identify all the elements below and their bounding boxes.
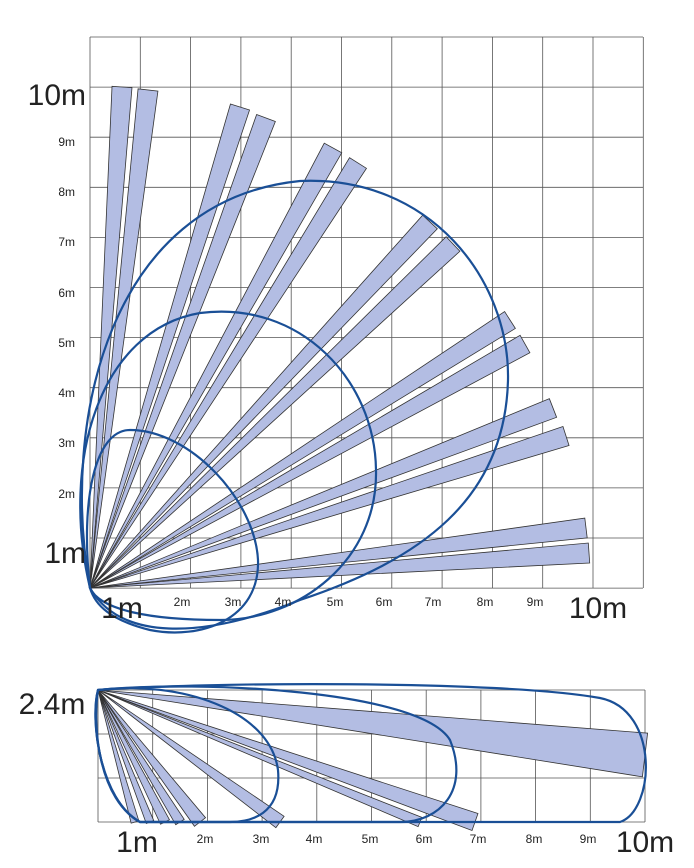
top-loops	[79, 179, 510, 634]
y-label: 8m	[58, 185, 75, 199]
x-label: 1m	[101, 592, 143, 625]
beam	[89, 334, 531, 589]
beam	[89, 425, 570, 589]
beam	[89, 113, 276, 589]
side-x-label: 3m	[253, 832, 270, 846]
beam	[89, 142, 343, 589]
side-x-label: 1m	[116, 826, 158, 859]
beam	[89, 157, 368, 589]
side-x-label: 4m	[306, 832, 323, 846]
y-label: 9m	[58, 135, 75, 149]
beam	[89, 517, 588, 589]
x-label: 7m	[425, 595, 442, 609]
beam	[89, 236, 461, 589]
y-label: 3m	[58, 436, 75, 450]
y-label: 4m	[58, 386, 75, 400]
beam	[89, 103, 251, 589]
y-label: 7m	[58, 235, 75, 249]
beam	[89, 88, 159, 589]
beam	[89, 398, 558, 589]
x-label: 10m	[569, 592, 627, 625]
side-x-label: 9m	[580, 832, 597, 846]
x-label: 6m	[376, 595, 393, 609]
top-beams	[89, 85, 591, 589]
x-label: 9m	[527, 595, 544, 609]
side-x-label: 8m	[526, 832, 543, 846]
x-label: 3m	[225, 595, 242, 609]
y-label: 1m	[44, 537, 86, 570]
y-label: 2m	[58, 487, 75, 501]
beam	[89, 85, 133, 589]
beam	[89, 542, 591, 589]
beam	[89, 214, 438, 589]
mid-range-loop	[79, 310, 378, 622]
x-label: 2m	[174, 595, 191, 609]
side-x-label: 7m	[470, 832, 487, 846]
side-x-label: 2m	[197, 832, 214, 846]
short-range-loop	[85, 428, 260, 634]
side-beams	[97, 689, 649, 832]
side-x-label: 6m	[416, 832, 433, 846]
side-loops	[94, 683, 647, 824]
y-label: 10m	[28, 79, 86, 112]
beam	[97, 689, 140, 824]
beam	[89, 311, 516, 589]
side-x-label: 5m	[362, 832, 379, 846]
x-label: 8m	[477, 595, 494, 609]
side-short-loop	[95, 687, 280, 824]
labels: 10m 9m 8m 7m 6m 5m 4m 3m 2m 1m 1m 2m 3m 4m 5m 6m 7m 8m 9m 1…	[19, 79, 675, 859]
x-label: 5m	[327, 595, 344, 609]
height-label: 2.4m	[19, 688, 86, 721]
y-label: 6m	[58, 286, 75, 300]
side-x-label: 10m	[616, 826, 674, 859]
x-label: 4m	[275, 595, 292, 609]
y-label: 5m	[58, 336, 75, 350]
